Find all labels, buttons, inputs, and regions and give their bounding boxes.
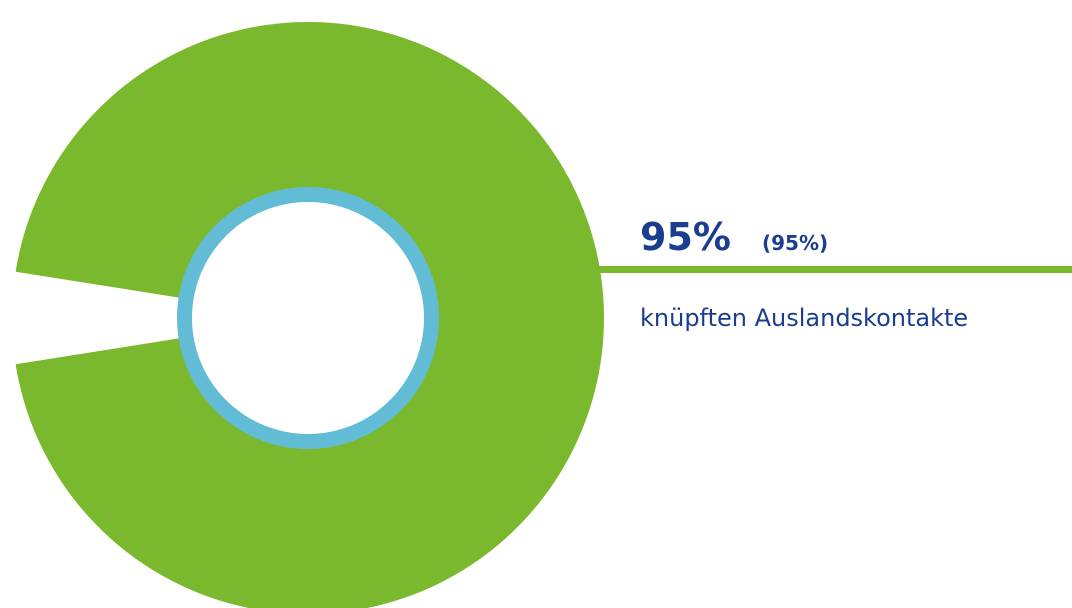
legend-label: knüpften Auslandskontakte — [640, 304, 968, 332]
pie-slice — [15, 22, 604, 608]
center-hole — [192, 202, 424, 434]
annotation: (95%) — [762, 231, 828, 255]
leader-line — [598, 266, 1072, 273]
value-label: 95% — [640, 215, 731, 259]
